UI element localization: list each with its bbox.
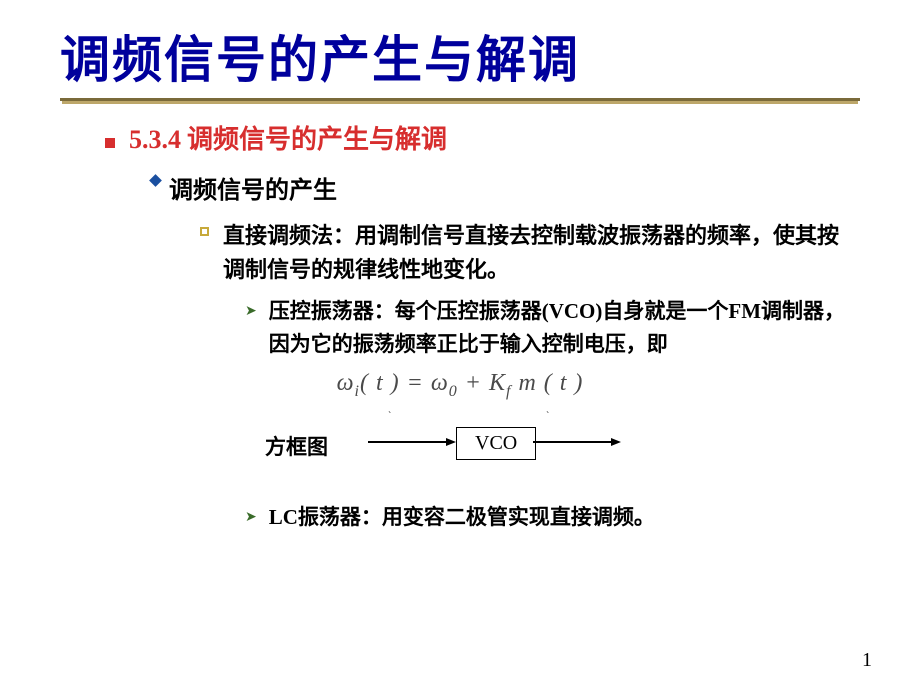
item-row: 直接调频法：用调制信号直接去控制载波振荡器的频率，使其按调制信号的规律线性地变化… — [200, 219, 860, 287]
square-bullet-icon — [105, 138, 115, 148]
formula-sub-0: 0 — [449, 383, 458, 400]
detail-lead: 压控振荡器： — [269, 299, 395, 323]
formula-omega-i: ω — [337, 370, 355, 396]
vco-box: VCO — [456, 427, 536, 460]
chevron-bullet-icon: ➤ — [245, 508, 257, 525]
formula-mt: m ( t ) — [511, 370, 583, 396]
detail-row-2: ➤ LC振荡器：用变容二极管实现直接调频。 — [245, 501, 860, 534]
detail-row: ➤ 压控振荡器：每个压控振荡器(VCO)自身就是一个FM调制器，因为它的振荡频率… — [245, 295, 860, 360]
formula-plus-k: + K — [458, 370, 506, 396]
section-number: 5.3.4 — [129, 125, 181, 155]
detail2-body: 用变容二极管实现直接调频。 — [382, 505, 655, 529]
diagram-mark-right: ` — [546, 411, 549, 422]
formula-eq: ( t ) = ω — [360, 370, 449, 396]
block-diagram: ` ` VCO — [368, 413, 648, 473]
detail-text-2: LC振荡器：用变容二极管实现直接调频。 — [269, 501, 655, 534]
arrow-line-out — [533, 441, 613, 443]
detail2-lead: LC振荡器： — [269, 505, 382, 529]
vco-label: (VCO) — [542, 299, 603, 323]
hollow-square-bullet-icon — [200, 227, 209, 236]
diagram-label: 方框图 — [265, 431, 328, 461]
section-title: 调频信号的产生与解调 — [187, 119, 447, 156]
subsection-row: 调频信号的产生 — [155, 170, 860, 205]
arrow-head-out-icon — [611, 438, 621, 446]
page-number: 1 — [862, 649, 872, 672]
formula: ωi( t ) = ω0 + Kf m ( t ) — [60, 370, 860, 401]
item-lead: 直接调频法： — [223, 223, 355, 248]
detail-text: 压控振荡器：每个压控振荡器(VCO)自身就是一个FM调制器，因为它的振荡频率正比… — [269, 295, 860, 360]
fm-label: FM — [728, 299, 761, 323]
arrow-line-in — [368, 441, 448, 443]
arrow-head-in-icon — [446, 438, 456, 446]
item-text: 直接调频法：用调制信号直接去控制载波振荡器的频率，使其按调制信号的规律线性地变化… — [223, 219, 860, 287]
slide: 调频信号的产生与解调 5.3.4 调频信号的产生与解调 调频信号的产生 直接调频… — [0, 0, 920, 690]
title-underline: 调频信号的产生与解调 — [60, 20, 860, 101]
subsection-title: 调频信号的产生 — [169, 170, 337, 205]
detail-body2: 自身就是一个 — [602, 299, 728, 323]
chevron-bullet-icon: ➤ — [245, 302, 257, 319]
diagram-row: 方框图 ` ` VCO — [265, 413, 860, 473]
detail-body1: 每个压控振荡器 — [395, 299, 542, 323]
diagram-mark-left: ` — [388, 411, 391, 422]
section-row: 5.3.4 调频信号的产生与解调 — [105, 119, 860, 156]
page-title: 调频信号的产生与解调 — [60, 20, 860, 92]
